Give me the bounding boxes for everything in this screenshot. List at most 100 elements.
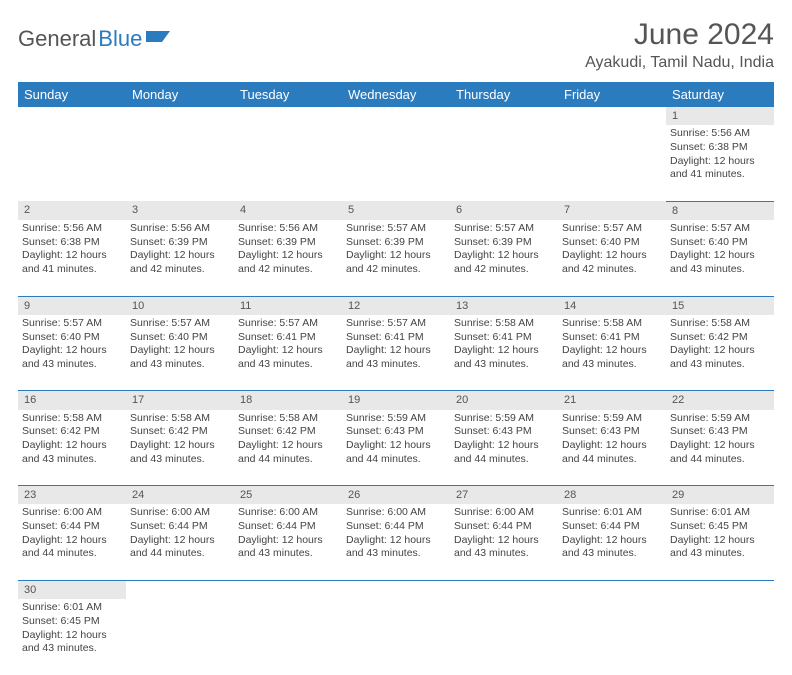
day-number-cell (558, 580, 666, 599)
day-detail-row: Sunrise: 6:00 AMSunset: 6:44 PMDaylight:… (18, 504, 774, 580)
day-number-cell: 11 (234, 296, 342, 315)
sunrise-line: Sunrise: 5:59 AM (670, 412, 770, 426)
daylight-line: Daylight: 12 hours and 44 minutes. (238, 439, 338, 466)
day-number-cell (126, 580, 234, 599)
sunset-line: Sunset: 6:38 PM (670, 141, 770, 155)
day-detail-cell: Sunrise: 5:57 AMSunset: 6:40 PMDaylight:… (666, 220, 774, 296)
day-detail-cell (234, 125, 342, 201)
day-detail-cell: Sunrise: 6:00 AMSunset: 6:44 PMDaylight:… (234, 504, 342, 580)
day-number-cell (18, 107, 126, 125)
sunrise-line: Sunrise: 5:57 AM (22, 317, 122, 331)
sunset-line: Sunset: 6:44 PM (454, 520, 554, 534)
weekday-header: Thursday (450, 82, 558, 107)
daylight-line: Daylight: 12 hours and 43 minutes. (22, 439, 122, 466)
daylight-line: Daylight: 12 hours and 43 minutes. (670, 249, 770, 276)
day-detail-cell (666, 599, 774, 675)
sunrise-line: Sunrise: 6:01 AM (670, 506, 770, 520)
daylight-line: Daylight: 12 hours and 44 minutes. (670, 439, 770, 466)
sunrise-line: Sunrise: 5:58 AM (562, 317, 662, 331)
sunrise-line: Sunrise: 5:57 AM (562, 222, 662, 236)
day-detail-cell: Sunrise: 5:57 AMSunset: 6:41 PMDaylight:… (234, 315, 342, 391)
day-detail-row: Sunrise: 5:58 AMSunset: 6:42 PMDaylight:… (18, 410, 774, 486)
day-number-cell: 27 (450, 486, 558, 505)
sunrise-line: Sunrise: 5:57 AM (346, 222, 446, 236)
day-detail-cell: Sunrise: 6:01 AMSunset: 6:45 PMDaylight:… (18, 599, 126, 675)
daylight-line: Daylight: 12 hours and 43 minutes. (22, 629, 122, 656)
day-detail-cell: Sunrise: 5:57 AMSunset: 6:39 PMDaylight:… (450, 220, 558, 296)
daylight-line: Daylight: 12 hours and 43 minutes. (238, 344, 338, 371)
day-detail-cell: Sunrise: 5:56 AMSunset: 6:38 PMDaylight:… (666, 125, 774, 201)
sunset-line: Sunset: 6:43 PM (670, 425, 770, 439)
day-detail-cell: Sunrise: 5:57 AMSunset: 6:39 PMDaylight:… (342, 220, 450, 296)
sunset-line: Sunset: 6:44 PM (346, 520, 446, 534)
calendar-table: Sunday Monday Tuesday Wednesday Thursday… (18, 82, 774, 675)
day-number-cell: 12 (342, 296, 450, 315)
location-text: Ayakudi, Tamil Nadu, India (585, 54, 774, 72)
daylight-line: Daylight: 12 hours and 44 minutes. (130, 534, 230, 561)
daylight-line: Daylight: 12 hours and 44 minutes. (346, 439, 446, 466)
day-detail-row: Sunrise: 5:56 AM Sunset: 6:38 PM Daylight:… (18, 220, 774, 296)
day-detail-cell: Sunrise: 5:57 AMSunset: 6:40 PMDaylight:… (558, 220, 666, 296)
day-number-cell: 15 (666, 296, 774, 315)
day-detail-cell (450, 599, 558, 675)
day-detail-cell: Sunrise: 5:58 AMSunset: 6:42 PMDaylight:… (126, 410, 234, 486)
logo-text-main: General (18, 26, 96, 52)
day-detail-cell (450, 125, 558, 201)
day-detail-row: Sunrise: 5:56 AMSunset: 6:38 PMDaylight:… (18, 125, 774, 201)
day-detail-cell (342, 599, 450, 675)
sunrise-line: Sunrise: 5:56 AM (238, 222, 338, 236)
day-detail-cell (234, 599, 342, 675)
day-number-cell: 1 (666, 107, 774, 125)
day-number-cell: 25 (234, 486, 342, 505)
day-number-row: 30 (18, 580, 774, 599)
daylight-line: Daylight: 12 hours and 43 minutes. (454, 344, 554, 371)
header: GeneralBlue June 2024 Ayakudi, Tamil Nad… (18, 18, 774, 72)
day-number-cell: 29 (666, 486, 774, 505)
sunrise-line: Sunrise: 5:58 AM (670, 317, 770, 331)
day-number-cell: 21 (558, 391, 666, 410)
sunset-line: Sunset: 6:38 PM (22, 236, 122, 250)
sunset-line: Sunset: 6:39 PM (238, 236, 338, 250)
sunset-line: Sunset: 6:44 PM (130, 520, 230, 534)
sunrise-line: Sunrise: 6:00 AM (238, 506, 338, 520)
day-detail-cell: Sunrise: 5:57 AMSunset: 6:40 PMDaylight:… (18, 315, 126, 391)
sunset-line: Sunset: 6:39 PM (346, 236, 446, 250)
day-detail-cell: Sunrise: 5:56 AMSunset: 6:38 PMDaylight:… (18, 220, 126, 296)
sunrise-line: Sunrise: 5:57 AM (346, 317, 446, 331)
sunrise-line: Sunrise: 5:57 AM (454, 222, 554, 236)
day-detail-cell (126, 599, 234, 675)
day-number-cell: 16 (18, 391, 126, 410)
day-detail-cell (342, 125, 450, 201)
day-detail-cell: Sunrise: 5:59 AMSunset: 6:43 PMDaylight:… (450, 410, 558, 486)
sunset-line: Sunset: 6:42 PM (238, 425, 338, 439)
day-number-cell: 17 (126, 391, 234, 410)
daylight-line: Daylight: 12 hours and 43 minutes. (454, 534, 554, 561)
sunset-line: Sunset: 6:44 PM (562, 520, 662, 534)
day-number-row: 1 (18, 107, 774, 125)
day-detail-cell: Sunrise: 5:59 AMSunset: 6:43 PMDaylight:… (342, 410, 450, 486)
title-block: June 2024 Ayakudi, Tamil Nadu, India (585, 18, 774, 72)
daylight-line: Daylight: 12 hours and 42 minutes. (238, 249, 338, 276)
sunset-line: Sunset: 6:39 PM (454, 236, 554, 250)
daylight-line: Daylight: 12 hours and 43 minutes. (346, 344, 446, 371)
daylight-line: Daylight: 12 hours and 43 minutes. (562, 534, 662, 561)
sunset-line: Sunset: 6:43 PM (346, 425, 446, 439)
sunset-line: Sunset: 6:40 PM (22, 331, 122, 345)
day-number-cell: 18 (234, 391, 342, 410)
sunrise-line: Sunrise: 6:01 AM (22, 601, 122, 615)
sunrise-line: Sunrise: 5:59 AM (454, 412, 554, 426)
daylight-line: Daylight: 12 hours and 44 minutes. (22, 534, 122, 561)
day-number-cell (558, 107, 666, 125)
day-detail-cell: Sunrise: 5:58 AMSunset: 6:42 PMDaylight:… (234, 410, 342, 486)
daylight-line: Daylight: 12 hours and 43 minutes. (670, 534, 770, 561)
weekday-header: Sunday (18, 82, 126, 107)
sunrise-line: Sunrise: 6:00 AM (454, 506, 554, 520)
logo-text-sub: Blue (98, 26, 142, 52)
sunset-line: Sunset: 6:41 PM (562, 331, 662, 345)
day-detail-cell (558, 125, 666, 201)
sunset-line: Sunset: 6:40 PM (562, 236, 662, 250)
day-number-cell: 26 (342, 486, 450, 505)
weekday-header: Friday (558, 82, 666, 107)
weekday-header-row: Sunday Monday Tuesday Wednesday Thursday… (18, 82, 774, 107)
sunrise-line: Sunrise: 5:58 AM (130, 412, 230, 426)
